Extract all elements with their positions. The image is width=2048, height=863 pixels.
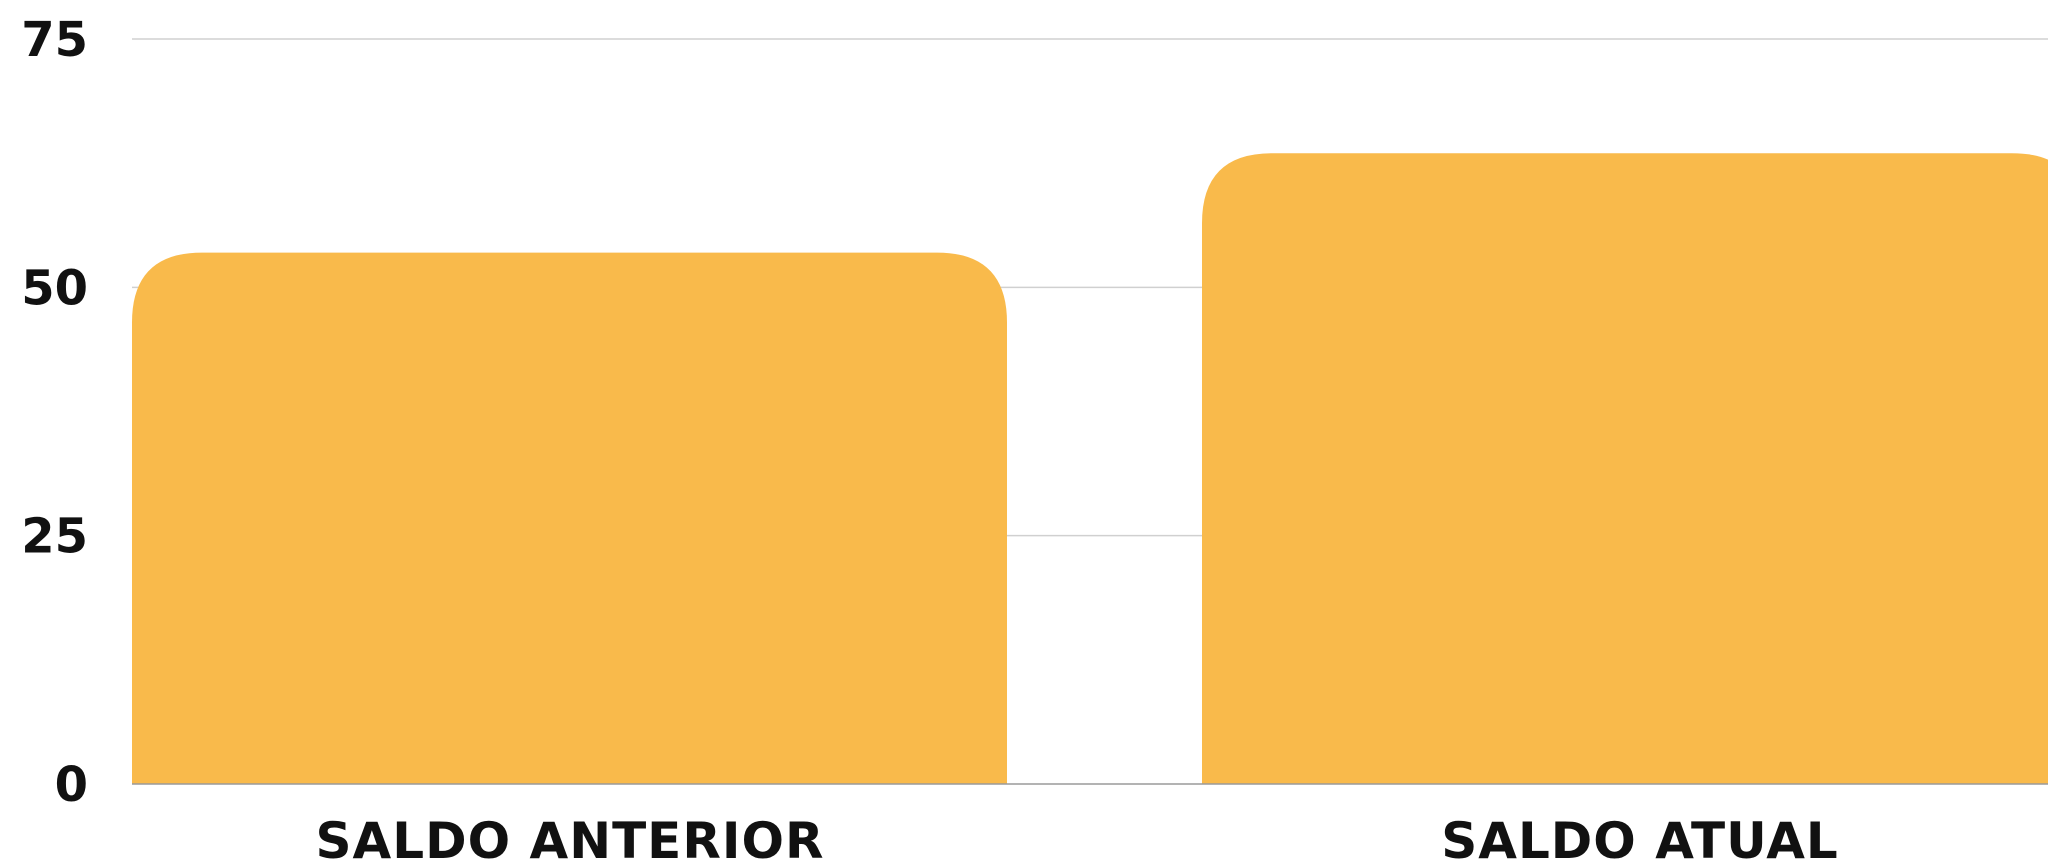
y-tick-label: 50	[21, 260, 88, 316]
bars	[132, 153, 2048, 785]
x-category-label: SALDO ATUAL	[1441, 812, 1839, 863]
x-category-label: SALDO ANTERIOR	[316, 812, 825, 863]
y-tick-label: 0	[55, 757, 88, 813]
y-axis-ticks: 0 25 50 75	[21, 12, 88, 813]
bar-saldo-anterior	[132, 252, 1007, 785]
x-axis-categories: SALDO ANTERIOR SALDO ATUAL	[316, 812, 1839, 863]
y-tick-label: 75	[21, 12, 88, 68]
bar-saldo-atual	[1202, 153, 2048, 784]
y-tick-label: 25	[21, 509, 88, 565]
